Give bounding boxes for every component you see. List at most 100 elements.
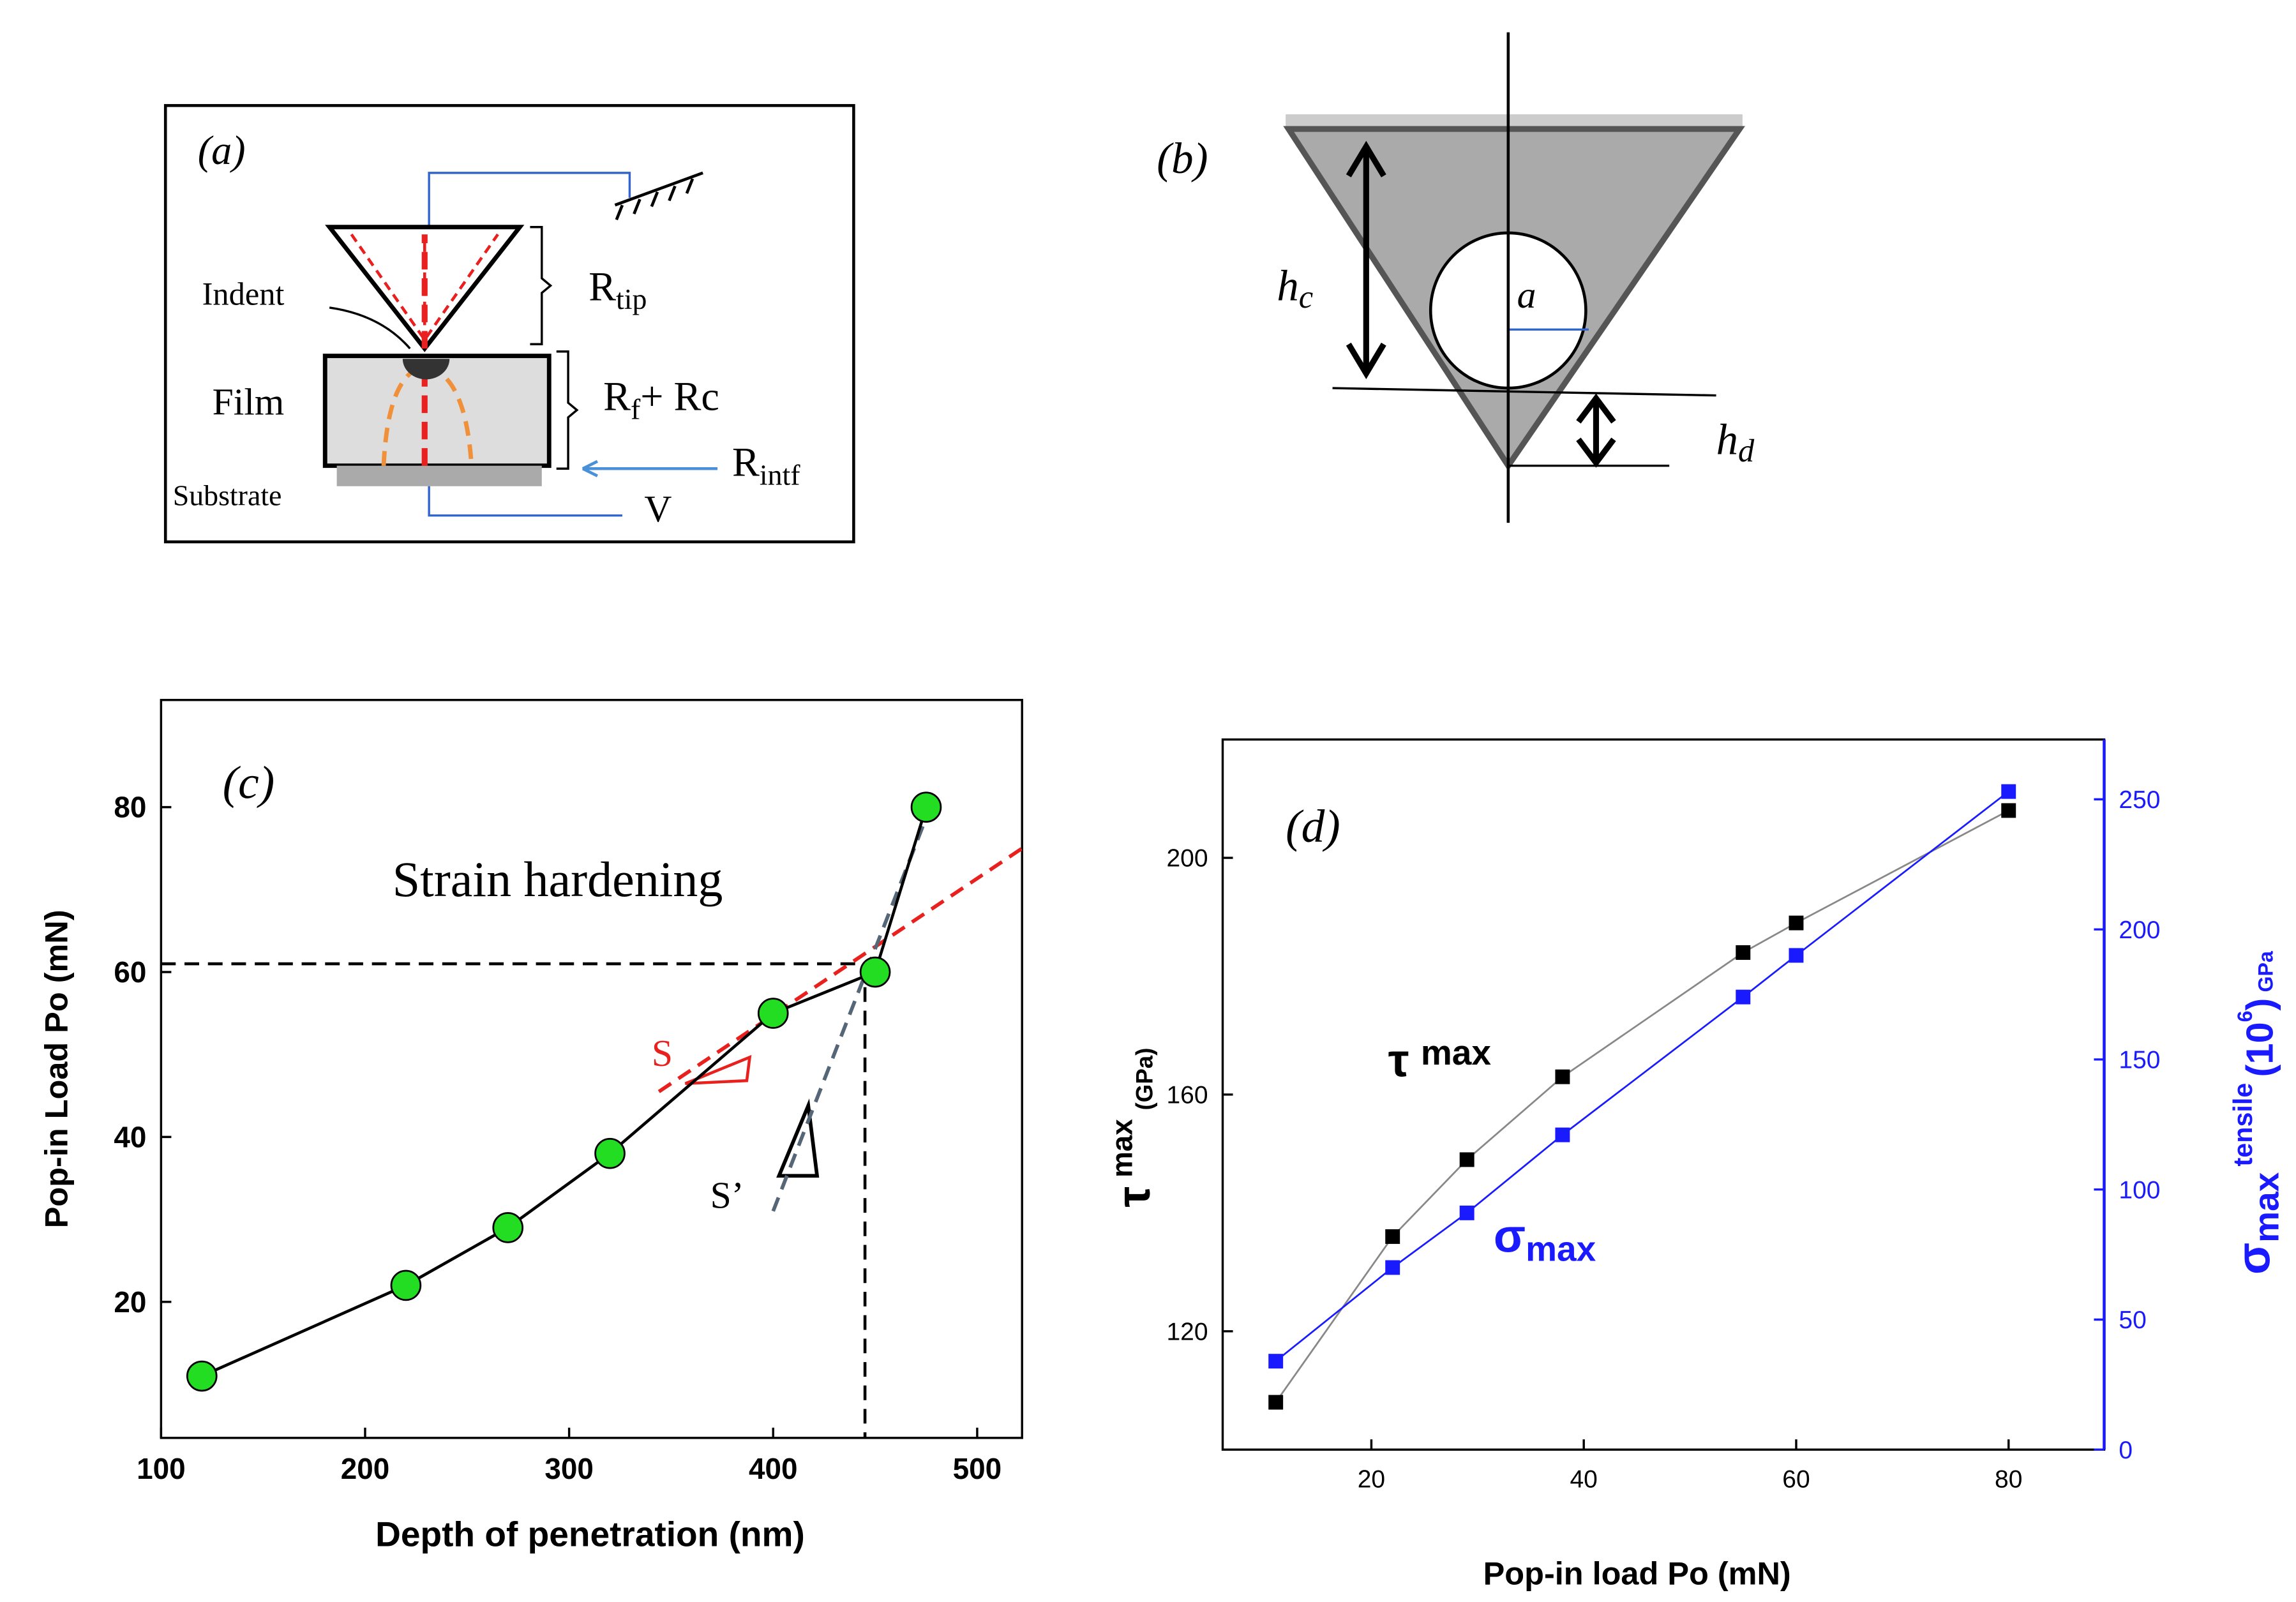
label: Film (213, 380, 285, 423)
x-tick-label: 60 (1782, 1466, 1810, 1493)
indent (402, 359, 450, 380)
x-tick-label: 300 (544, 1452, 594, 1485)
t: 6 (2233, 1010, 2256, 1022)
y-tick-label: 60 (114, 955, 146, 989)
data-point (2001, 784, 2016, 799)
data-point (594, 1137, 626, 1169)
t: h (1716, 415, 1738, 463)
x-tick-label: 20 (1358, 1466, 1385, 1493)
label: a (1517, 274, 1536, 316)
label: Indent (202, 276, 285, 311)
t: c (1299, 279, 1313, 315)
data-point (1268, 1395, 1284, 1410)
t: d (1738, 433, 1755, 468)
slope-triangle (684, 1054, 752, 1086)
t: max (1105, 1119, 1138, 1178)
t: tip (616, 283, 647, 315)
t: max (1421, 1033, 1492, 1072)
y-axis-label: τ max (GPa) (1105, 1048, 1160, 1208)
y2-tick-label: 200 (2119, 917, 2160, 944)
panel-label: (c) (223, 756, 274, 808)
y-tick-label: 160 (1167, 1082, 1208, 1109)
t: (GPa) (1131, 1048, 1157, 1111)
label: hc (1277, 261, 1313, 314)
t: R (589, 264, 616, 309)
x-axis-label: Depth of penetration (nm) (375, 1515, 805, 1554)
y-tick-label: 80 (114, 791, 146, 824)
slope-triangle (776, 1098, 820, 1178)
hc-arrow (1346, 140, 1386, 380)
t: R (732, 440, 760, 485)
t: (10 (2238, 1022, 2281, 1077)
annotation: τ max (1388, 1033, 1492, 1086)
label: Rf+ Rc (603, 374, 719, 426)
data-point (2001, 803, 2016, 818)
y2-tick-label: 250 (2119, 786, 2160, 814)
y-tick-label: 200 (1167, 845, 1208, 872)
y2-tick-label: 0 (2119, 1437, 2133, 1464)
y2-tick-label: 50 (2119, 1306, 2146, 1334)
data-point (1555, 1127, 1570, 1142)
plot-frame (1221, 738, 2106, 1451)
label: Rtip (589, 264, 647, 315)
contact-line (1332, 387, 1716, 397)
annotation: S’ (710, 1174, 744, 1216)
tangent-line (657, 846, 1023, 1093)
data-point (859, 956, 891, 988)
y2-tick-label: 100 (2119, 1176, 2160, 1204)
t: + Rc (640, 374, 719, 419)
t: h (1277, 261, 1298, 310)
y-tick-label: 40 (114, 1120, 146, 1153)
x-tick-label: 400 (749, 1452, 798, 1485)
t: ) (2238, 998, 2281, 1011)
x-tick-label: 200 (341, 1452, 390, 1485)
data-point (1789, 915, 1804, 931)
label: Rintf (732, 440, 800, 491)
diagram-b: (b) hc a hd (1157, 32, 1755, 523)
data-point (1459, 1152, 1474, 1167)
plot-frame (160, 698, 1023, 1439)
annotation: σmax (1494, 1210, 1596, 1269)
data-point (757, 998, 789, 1029)
data-point (1459, 1205, 1474, 1220)
y-axis-label: Pop-in Load Po (mN) (38, 910, 75, 1228)
series-line (1275, 809, 2009, 1403)
t: intf (760, 458, 800, 491)
label: (b) (1157, 134, 1208, 183)
data-point (910, 791, 942, 823)
x-tick-label: 100 (137, 1452, 186, 1485)
chart-c-text: Depth of penetration (nm) Pop-in Load Po… (38, 756, 820, 1554)
x-tick-label: 40 (1570, 1466, 1598, 1493)
t: τ (1107, 1187, 1160, 1208)
data-point (1789, 948, 1804, 963)
chart-d-text: Pop-in load Po (mN) τmax(GPa) σmaxtensil… (1105, 800, 2286, 1591)
t: tensile (2228, 1083, 2258, 1167)
x-tick-label: 500 (953, 1452, 1002, 1485)
t: σ (1494, 1210, 1526, 1262)
y-tick-label: 120 (1167, 1318, 1208, 1345)
annotation: S (652, 1032, 673, 1074)
data-point (1555, 1069, 1570, 1084)
data-point (492, 1212, 524, 1243)
hd-arrow (1576, 393, 1616, 468)
t: GPa (2254, 950, 2277, 992)
series-line (1275, 791, 2009, 1362)
x-axis-label: Pop-in load Po (mN) (1483, 1555, 1791, 1591)
y2-axis-label: σmax tensile (106) GPa (2228, 950, 2286, 1275)
annotation: Strain hardening (393, 852, 723, 907)
label: hd (1716, 415, 1755, 468)
label: V (644, 488, 672, 530)
y2-tick-label: 150 (2119, 1047, 2160, 1074)
arrow (582, 460, 718, 477)
label: (a) (198, 128, 246, 173)
data-point (186, 1360, 218, 1392)
diagram-a: (a) Indent Film Substrate Rtip Rf+ Rc Ri… (163, 104, 855, 544)
data-point (390, 1269, 422, 1301)
wire (428, 172, 631, 227)
field (381, 364, 474, 466)
ground (614, 171, 703, 221)
data-point (1385, 1260, 1400, 1275)
t: σ (2228, 1243, 2280, 1275)
t: R (603, 374, 631, 419)
